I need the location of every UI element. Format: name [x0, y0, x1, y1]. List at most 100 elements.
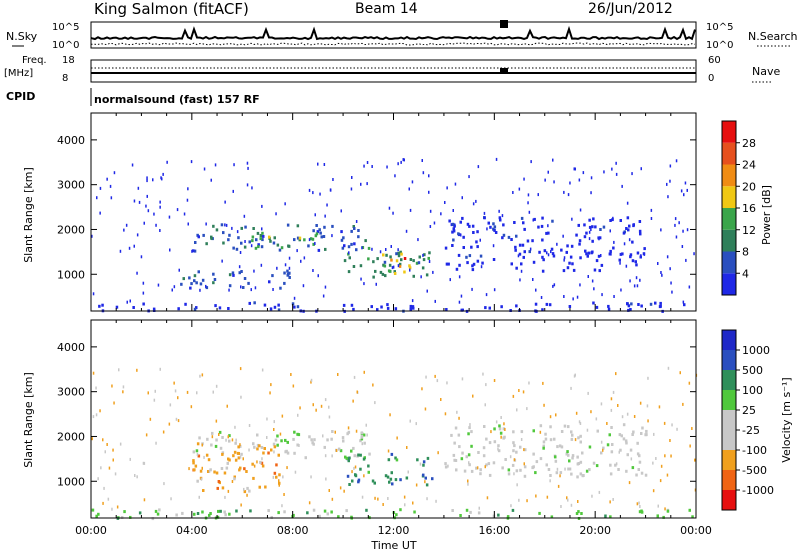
scatter-cell — [445, 262, 449, 266]
scatter-cell — [384, 474, 388, 478]
scatter-cell — [331, 454, 333, 458]
scatter-cell — [523, 448, 525, 452]
scatter-cell — [643, 247, 646, 251]
scatter-cell — [257, 243, 260, 247]
scatter-cell — [343, 489, 345, 493]
scatter-cell — [372, 260, 375, 264]
scatter-cell — [601, 293, 603, 297]
scatter-cell — [392, 265, 395, 269]
scatter-cell — [580, 512, 583, 515]
scatter-cell — [547, 224, 549, 228]
scatter-cell — [458, 300, 461, 304]
scatter-cell — [387, 458, 391, 462]
scatter-cell — [195, 281, 198, 285]
scatter-cell — [640, 471, 644, 475]
scatter-cell — [596, 429, 599, 433]
scatter-cell — [578, 242, 581, 246]
scatter-cell — [317, 274, 319, 278]
scatter-cell — [694, 458, 696, 462]
scatter-cell — [389, 269, 392, 273]
scatter-cell — [408, 264, 411, 268]
scatter-cell — [669, 439, 671, 442]
scatter-cell — [447, 262, 450, 266]
scatter-cell — [584, 249, 587, 253]
scatter-cell — [260, 263, 263, 267]
scatter-cell — [252, 442, 255, 446]
scatter-cell — [489, 225, 492, 229]
scatter-cell — [273, 471, 277, 475]
freq-tick-bottom: 8 — [62, 73, 68, 84]
scatter-cell — [376, 308, 379, 312]
scatter-cell — [97, 477, 99, 481]
scatter-cell — [434, 299, 436, 303]
scatter-cell — [618, 450, 620, 454]
scatter-cell — [238, 468, 241, 472]
scatter-cell — [662, 515, 665, 519]
scatter-cell — [391, 266, 394, 270]
scatter-cell — [195, 449, 199, 453]
scatter-cell — [220, 223, 224, 227]
scatter-cell — [434, 374, 436, 378]
scatter-cell — [91, 508, 95, 512]
scatter-cell — [637, 468, 640, 471]
scatter-cell — [173, 285, 176, 289]
scatter-cell — [586, 254, 589, 258]
scatter-cell — [522, 255, 525, 259]
scatter-cell — [411, 299, 414, 303]
scatter-cell — [513, 444, 516, 448]
scatter-cell — [613, 240, 615, 244]
colorbar-tick-label: -25 — [742, 424, 760, 437]
scatter-cell — [586, 428, 589, 432]
scatter-cell — [515, 266, 518, 270]
scatter-cell — [409, 208, 412, 212]
scatter-cell — [212, 272, 215, 276]
scatter-cell — [539, 424, 543, 428]
scatter-cell — [622, 437, 626, 441]
scatter-cell — [269, 239, 272, 243]
scatter-cell — [540, 224, 544, 228]
scatter-cell — [478, 506, 480, 510]
scatter-cell — [416, 458, 419, 462]
scatter-cell — [519, 445, 522, 449]
scatter-cell — [397, 264, 400, 268]
scatter-cell — [292, 437, 295, 441]
scatter-cell — [587, 251, 591, 255]
scatter-cell — [626, 216, 630, 220]
scatter-cell — [454, 426, 458, 430]
scatter-cell — [560, 445, 564, 449]
scatter-cell — [497, 449, 501, 453]
scatter-cell — [361, 246, 363, 250]
scatter-cell — [518, 252, 522, 256]
scatter-cell — [427, 256, 430, 260]
scatter-cell — [609, 463, 612, 467]
colorbar-swatch — [722, 470, 736, 490]
y-tick-label: 2000 — [57, 223, 85, 236]
scatter-cell — [215, 438, 218, 442]
scatter-cell — [482, 372, 484, 376]
noise-tick-left-top: 10^5 — [52, 22, 79, 33]
scatter-cell — [573, 167, 575, 171]
scatter-cell — [250, 244, 253, 248]
scatter-cell — [366, 182, 368, 186]
scatter-cell — [484, 465, 486, 469]
scatter-cell — [356, 390, 358, 394]
beam-title: Beam 14 — [355, 1, 418, 17]
scatter-cell — [178, 268, 180, 272]
scatter-cell — [475, 199, 477, 203]
scatter-cell — [609, 472, 613, 476]
scatter-cell — [280, 246, 284, 250]
scatter-cell — [436, 379, 439, 383]
colorbar-tick-label: 100 — [742, 384, 763, 397]
scatter-cell — [177, 396, 179, 400]
colorbar-swatch — [722, 390, 736, 410]
scatter-cell — [142, 461, 145, 465]
scatter-cell — [428, 174, 430, 178]
colorbar-swatch — [722, 350, 736, 370]
scatter-cell — [182, 277, 185, 281]
scatter-cell — [500, 416, 502, 419]
scatter-cell — [143, 498, 146, 502]
scatter-cell — [630, 457, 633, 461]
scatter-cell — [590, 251, 593, 255]
scatter-cell — [240, 452, 243, 456]
scatter-cell — [262, 451, 265, 455]
